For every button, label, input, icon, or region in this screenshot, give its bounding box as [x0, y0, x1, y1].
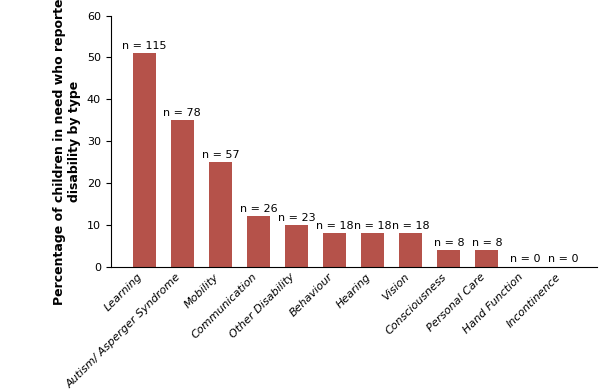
- Text: n = 115: n = 115: [122, 41, 167, 51]
- Bar: [323, 233, 346, 267]
- Bar: [171, 120, 194, 267]
- Text: n = 23: n = 23: [278, 212, 315, 223]
- Bar: [361, 233, 384, 267]
- Text: n = 0: n = 0: [510, 254, 540, 265]
- Bar: [285, 225, 308, 267]
- Text: n = 57: n = 57: [202, 150, 239, 160]
- Text: n = 8: n = 8: [434, 238, 464, 248]
- Text: n = 78: n = 78: [164, 108, 201, 118]
- Text: n = 26: n = 26: [240, 204, 277, 214]
- Text: n = 0: n = 0: [548, 254, 578, 265]
- Bar: [247, 216, 270, 267]
- Text: n = 18: n = 18: [315, 221, 354, 231]
- Text: n = 18: n = 18: [354, 221, 392, 231]
- Bar: [399, 233, 422, 267]
- Y-axis label: Percentage of children in need who reported a
disability by type: Percentage of children in need who repor…: [54, 0, 81, 305]
- Text: n = 18: n = 18: [392, 221, 429, 231]
- Text: n = 8: n = 8: [472, 238, 502, 248]
- Bar: [133, 53, 156, 267]
- Bar: [437, 250, 460, 267]
- Bar: [209, 162, 232, 267]
- Bar: [475, 250, 498, 267]
